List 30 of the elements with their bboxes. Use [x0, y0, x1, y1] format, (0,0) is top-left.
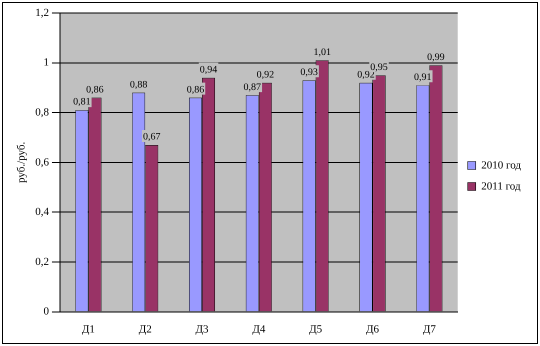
y-tick-label: 0,6	[35, 156, 50, 168]
data-label: 0,87	[244, 82, 262, 93]
x-tick-label: Д2	[138, 323, 152, 336]
y-tick-label: 0,4	[35, 206, 50, 218]
legend-label: 2010 год	[481, 159, 522, 172]
x-tick-label: Д7	[422, 323, 436, 336]
data-label: 0,92	[256, 69, 274, 80]
data-label: 0,81	[73, 96, 91, 108]
data-label: 1,01	[313, 46, 331, 58]
data-label: 0,99	[427, 52, 445, 63]
y-tick-label: 0,2	[35, 256, 49, 268]
data-label: 0,67	[142, 132, 160, 143]
data-label: 0,95	[370, 62, 388, 73]
x-tick-label: Д4	[252, 323, 266, 336]
y-tick-label: 1,2	[35, 6, 49, 19]
data-label: 0,88	[130, 79, 148, 90]
x-tick-label: Д6	[366, 323, 380, 336]
x-tick-label: Д5	[309, 323, 323, 336]
x-tick-label: Д1	[82, 323, 95, 336]
x-tick-label: Д3	[196, 323, 210, 336]
data-label: 0,94	[200, 64, 218, 76]
y-tick-label: 1	[43, 56, 49, 69]
data-label: 0,86	[86, 84, 104, 96]
legend-label: 2011 год	[481, 180, 521, 192]
y-tick-label: 0,8	[35, 106, 50, 118]
data-label: 0,93	[300, 66, 318, 78]
y-axis-title: руб./руб.	[15, 142, 28, 183]
data-label: 0,86	[186, 84, 204, 96]
data-label: 0,91	[414, 72, 432, 83]
y-tick-label: 0	[43, 306, 50, 318]
